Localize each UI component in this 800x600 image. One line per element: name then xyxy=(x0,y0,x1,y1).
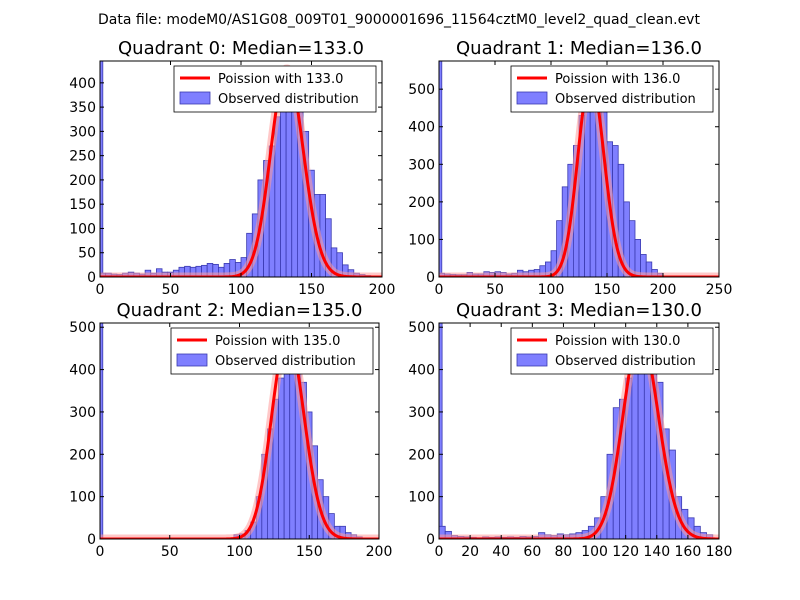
y-tick-label: 200 xyxy=(69,447,96,463)
x-tick-label: 80 xyxy=(555,544,573,560)
y-tick-label: 200 xyxy=(408,195,435,211)
x-tick-label: 0 xyxy=(435,282,444,298)
y-tick-label: 200 xyxy=(69,173,96,189)
x-tick-label: 40 xyxy=(492,544,510,560)
x-tick-label: 200 xyxy=(650,282,677,298)
y-tick-label: 50 xyxy=(78,246,96,262)
x-tick-label: 250 xyxy=(706,282,733,298)
legend-bar-label: Observed distribution xyxy=(218,92,359,107)
x-tick-label: 120 xyxy=(612,544,639,560)
x-tick-label: 200 xyxy=(369,282,396,298)
legend-bar-swatch xyxy=(516,91,548,105)
y-tick-label: 300 xyxy=(408,157,435,173)
x-tick-label: 50 xyxy=(162,282,180,298)
y-tick-label: 500 xyxy=(408,82,435,98)
histogram-edge-bar xyxy=(100,323,104,539)
quadrant-1-panel: 0 50 100 150 200 250 0 100 200 300 400 500 Quadrant … xyxy=(408,38,732,298)
x-tick-label: 100 xyxy=(538,282,565,298)
plot-area xyxy=(100,61,382,277)
plot-area xyxy=(439,61,719,277)
y-tick-label: 300 xyxy=(69,124,96,140)
legend-line-label: Poission with 135.0 xyxy=(215,334,340,349)
y-tick-label: 500 xyxy=(69,320,96,336)
subplot-title: Quadrant 0: Median=133.0 xyxy=(118,38,364,59)
x-tick-label: 140 xyxy=(643,544,670,560)
y-tick-label: 0 xyxy=(426,270,435,286)
histogram-bar xyxy=(278,377,285,539)
x-tick-label: 180 xyxy=(706,544,733,560)
legend: Poission with 130.0 Observed distribution xyxy=(510,327,714,375)
x-tick-label: 100 xyxy=(228,282,255,298)
histogram-bar xyxy=(280,92,287,277)
y-tick-label: 500 xyxy=(408,320,435,336)
legend: Poission with 133.0 Observed distribution xyxy=(173,65,377,113)
quadrant-0-panel: 0 50 100 150 200 0 50 100 150 200 250 300 350 400 Quad… xyxy=(69,38,395,298)
y-tick-label: 250 xyxy=(69,149,96,165)
y-tick-label: 300 xyxy=(69,405,96,421)
y-tick-label: 0 xyxy=(426,532,435,548)
quadrant-3-panel: 0 20 40 60 80 100 120 140 160 1800100200300400500… xyxy=(408,300,732,560)
legend-bar-label: Observed distribution xyxy=(215,354,356,369)
histogram-bar xyxy=(637,348,645,539)
legend-bar-label: Observed distribution xyxy=(555,354,696,369)
y-tick-label: 350 xyxy=(69,100,96,116)
histogram-edge-bar xyxy=(439,323,443,539)
histogram-edge-bar xyxy=(439,61,443,277)
x-tick-label: 100 xyxy=(581,544,608,560)
y-tick-label: 0 xyxy=(87,532,96,548)
y-tick-label: 100 xyxy=(69,221,96,237)
subplot-title: Quadrant 3: Median=130.0 xyxy=(456,300,702,321)
poisson-curve xyxy=(439,76,719,277)
legend-line-label: Poission with 130.0 xyxy=(555,334,680,349)
x-tick-label: 0 xyxy=(96,282,105,298)
y-tick-label: 100 xyxy=(69,490,96,506)
subplot-title: Quadrant 1: Median=136.0 xyxy=(456,38,702,59)
x-tick-label: 60 xyxy=(523,544,541,560)
y-tick-label: 150 xyxy=(69,197,96,213)
legend-line-label: Poission with 136.0 xyxy=(555,72,680,87)
legend: Poission with 136.0 Observed distribution xyxy=(510,65,714,113)
y-tick-label: 400 xyxy=(408,363,435,379)
y-tick-label: 100 xyxy=(408,490,435,506)
y-tick-label: 400 xyxy=(69,363,96,379)
axes-frame xyxy=(438,322,720,540)
y-tick-label: 100 xyxy=(408,232,435,248)
x-tick-label: 50 xyxy=(161,544,179,560)
x-tick-label: 100 xyxy=(226,544,253,560)
histogram-bar xyxy=(634,239,641,277)
legend: Poission with 135.0 Observed distribution xyxy=(170,327,374,375)
y-tick-label: 400 xyxy=(69,76,96,92)
y-tick-label: 200 xyxy=(408,447,435,463)
histogram-bar xyxy=(283,360,291,539)
legend-line-label: Poission with 133.0 xyxy=(218,72,343,87)
histogram-edge-bar xyxy=(100,61,104,277)
x-tick-label: 150 xyxy=(296,544,323,560)
y-tick-label: 300 xyxy=(408,405,435,421)
x-tick-label: 50 xyxy=(486,282,504,298)
x-tick-label: 200 xyxy=(366,544,393,560)
x-tick-label: 0 xyxy=(96,544,105,560)
y-tick-label: 400 xyxy=(408,120,435,136)
subplot-grid: 0 50 100 150 200050100150200250300350400Quad… xyxy=(69,38,732,560)
x-tick-label: 150 xyxy=(298,282,325,298)
subplot-title: Quadrant 2: Median=135.0 xyxy=(117,300,363,321)
x-tick-label: 20 xyxy=(461,544,479,560)
legend-bar-label: Observed distribution xyxy=(555,92,696,107)
legend-bar-swatch xyxy=(179,91,211,105)
legend-bar-swatch xyxy=(516,353,548,367)
legend-bar-swatch xyxy=(176,353,208,367)
quadrant-2-panel: 0 50 100 150 200 0 100 200 300 400 500 Quadrant 2: … xyxy=(69,300,392,560)
figure-suptitle: Data file: modeM0/AS1G08_009T01_90000016… xyxy=(98,12,700,28)
x-tick-label: 150 xyxy=(594,282,621,298)
histogram-bar xyxy=(631,356,639,539)
x-tick-label: 160 xyxy=(675,544,702,560)
y-tick-label: 0 xyxy=(87,270,96,286)
x-tick-label: 0 xyxy=(435,544,444,560)
axes-frame xyxy=(438,60,720,278)
